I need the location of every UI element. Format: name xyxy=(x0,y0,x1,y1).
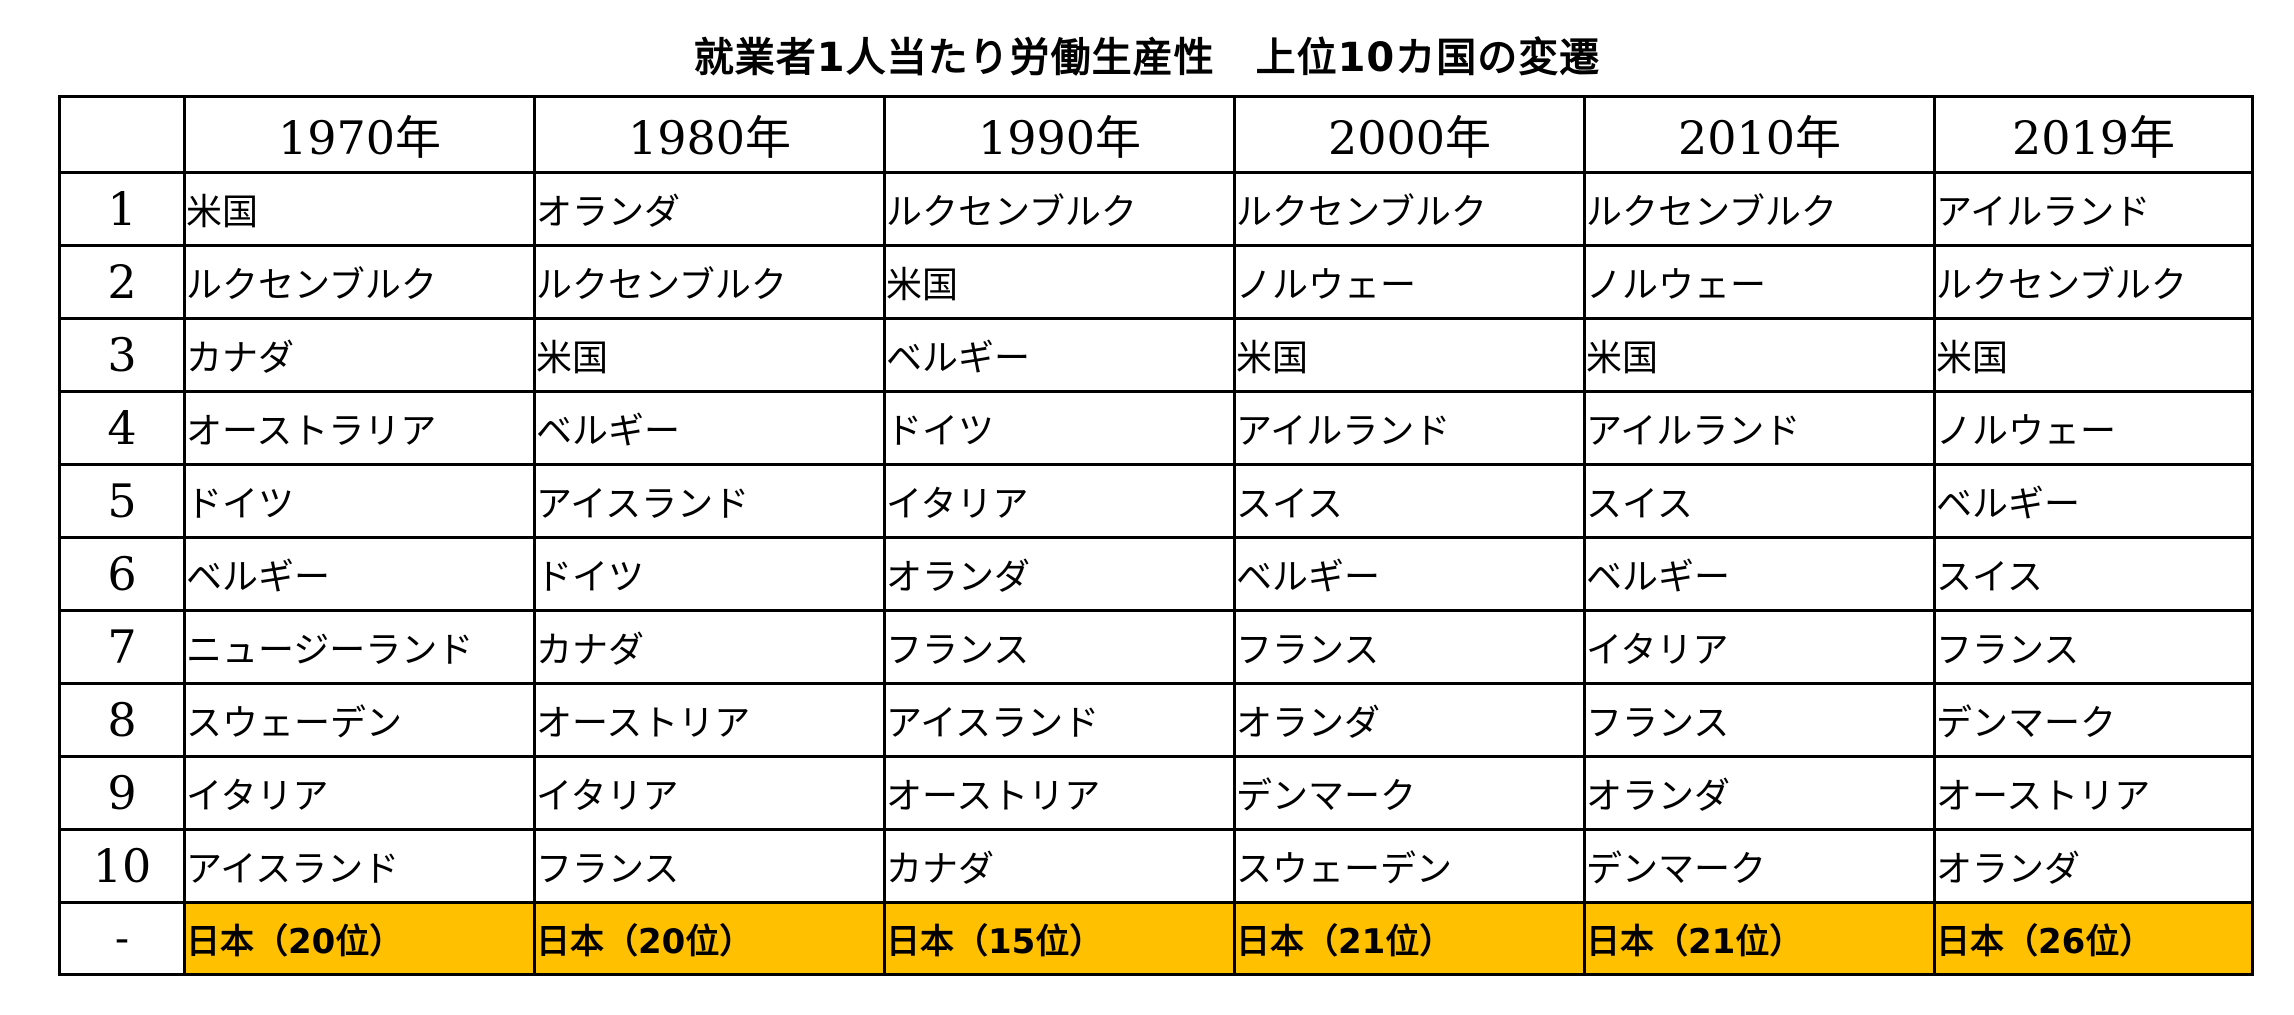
country-cell: ベルギー xyxy=(183,536,536,612)
country-cell: スウェーデン xyxy=(183,682,536,758)
country-cell: ルクセンブルク xyxy=(1933,244,2254,320)
country-cell: オランダ xyxy=(533,171,886,247)
japan-rank-cell: 日本（21位） xyxy=(1583,901,1936,976)
country-cell: アイスランド xyxy=(183,828,536,904)
country-cell: イタリア xyxy=(533,755,886,831)
rank-cell: 3 xyxy=(58,317,186,393)
country-cell: ノルウェー xyxy=(1933,390,2254,466)
country-cell: フランス xyxy=(1933,609,2254,685)
rank-cell: 7 xyxy=(58,609,186,685)
table-row: 8 スウェーデン オーストリア アイスランド オランダ フランス デンマーク xyxy=(58,682,2254,758)
country-cell: オランダ xyxy=(883,536,1236,612)
table-row: 4 オーストラリア ベルギー ドイツ アイルランド アイルランド ノルウェー xyxy=(58,390,2254,466)
rank-cell: 9 xyxy=(58,755,186,831)
rank-cell: 8 xyxy=(58,682,186,758)
country-cell: 米国 xyxy=(533,317,886,393)
table-row: 9 イタリア イタリア オーストリア デンマーク オランダ オーストリア xyxy=(58,755,2254,831)
rank-cell: 4 xyxy=(58,390,186,466)
rank-cell: 6 xyxy=(58,536,186,612)
country-cell: スイス xyxy=(1583,463,1936,539)
rank-cell: 2 xyxy=(58,244,186,320)
country-cell: オーストリア xyxy=(883,755,1236,831)
table-row: 6 ベルギー ドイツ オランダ ベルギー ベルギー スイス xyxy=(58,536,2254,612)
japan-rank-cell: 日本（21位） xyxy=(1233,901,1586,976)
country-cell: ノルウェー xyxy=(1233,244,1586,320)
country-cell: カナダ xyxy=(883,828,1236,904)
country-cell: ベルギー xyxy=(533,390,886,466)
country-cell: スイス xyxy=(1233,463,1586,539)
country-cell: ノルウェー xyxy=(1583,244,1936,320)
country-cell: デンマーク xyxy=(1583,828,1936,904)
country-cell: スウェーデン xyxy=(1233,828,1586,904)
country-cell: デンマーク xyxy=(1233,755,1586,831)
country-cell: オーストリア xyxy=(533,682,886,758)
country-cell: ベルギー xyxy=(883,317,1236,393)
country-cell: イタリア xyxy=(183,755,536,831)
country-cell: フランス xyxy=(533,828,886,904)
country-cell: アイルランド xyxy=(1583,390,1936,466)
country-cell: ルクセンブルク xyxy=(1233,171,1586,247)
country-cell: ルクセンブルク xyxy=(883,171,1236,247)
country-cell: ドイツ xyxy=(883,390,1236,466)
japan-rank-cell: 日本（20位） xyxy=(183,901,536,976)
year-header: 2000年 xyxy=(1233,95,1586,174)
country-cell: ルクセンブルク xyxy=(183,244,536,320)
country-cell: アイルランド xyxy=(1233,390,1586,466)
country-cell: オランダ xyxy=(1583,755,1936,831)
country-cell: スイス xyxy=(1933,536,2254,612)
japan-rank-cell: 日本（26位） xyxy=(1933,901,2254,976)
rank-cell: 5 xyxy=(58,463,186,539)
rank-cell: - xyxy=(58,901,186,976)
year-header: 1990年 xyxy=(883,95,1236,174)
header-row: 1970年 1980年 1990年 2000年 2010年 2019年 xyxy=(58,95,2254,174)
country-cell: ドイツ xyxy=(183,463,536,539)
country-cell: アイルランド xyxy=(1933,171,2254,247)
country-cell: イタリア xyxy=(1583,609,1936,685)
japan-rank-cell: 日本（15位） xyxy=(883,901,1236,976)
table-row: 5 ドイツ アイスランド イタリア スイス スイス ベルギー xyxy=(58,463,2254,539)
ranking-table: 1970年 1980年 1990年 2000年 2010年 2019年 1 米国… xyxy=(58,95,2254,976)
country-cell: カナダ xyxy=(533,609,886,685)
year-header: 1970年 xyxy=(183,95,536,174)
country-cell: ドイツ xyxy=(533,536,886,612)
country-cell: カナダ xyxy=(183,317,536,393)
country-cell: 米国 xyxy=(1933,317,2254,393)
year-header: 2019年 xyxy=(1933,95,2254,174)
country-cell: 米国 xyxy=(883,244,1236,320)
table-title: 就業者1人当たり労働生産性 上位10カ国の変遷 xyxy=(693,35,1601,81)
country-cell: 米国 xyxy=(1233,317,1586,393)
country-cell: フランス xyxy=(1583,682,1936,758)
year-header: 1980年 xyxy=(533,95,886,174)
corner-cell xyxy=(58,95,186,174)
table-row: 1 米国 オランダ ルクセンブルク ルクセンブルク ルクセンブルク アイルランド xyxy=(58,171,2254,247)
country-cell: ベルギー xyxy=(1933,463,2254,539)
japan-row: - 日本（20位） 日本（20位） 日本（15位） 日本（21位） 日本（21位… xyxy=(58,901,2254,976)
table-row: 7 ニュージーランド カナダ フランス フランス イタリア フランス xyxy=(58,609,2254,685)
country-cell: デンマーク xyxy=(1933,682,2254,758)
country-cell: 米国 xyxy=(183,171,536,247)
rank-cell: 1 xyxy=(58,171,186,247)
country-cell: ルクセンブルク xyxy=(533,244,886,320)
table-row: 3 カナダ 米国 ベルギー 米国 米国 米国 xyxy=(58,317,2254,393)
country-cell: アイスランド xyxy=(883,682,1236,758)
country-cell: ベルギー xyxy=(1233,536,1586,612)
country-cell: フランス xyxy=(883,609,1236,685)
country-cell: アイスランド xyxy=(533,463,886,539)
country-cell: オーストラリア xyxy=(183,390,536,466)
country-cell: ルクセンブルク xyxy=(1583,171,1936,247)
table-row: 2 ルクセンブルク ルクセンブルク 米国 ノルウェー ノルウェー ルクセンブルク xyxy=(58,244,2254,320)
country-cell: フランス xyxy=(1233,609,1586,685)
country-cell: イタリア xyxy=(883,463,1236,539)
japan-rank-cell: 日本（20位） xyxy=(533,901,886,976)
table-row: 10 アイスランド フランス カナダ スウェーデン デンマーク オランダ xyxy=(58,828,2254,904)
year-header: 2010年 xyxy=(1583,95,1936,174)
country-cell: ニュージーランド xyxy=(183,609,536,685)
country-cell: ベルギー xyxy=(1583,536,1936,612)
country-cell: オランダ xyxy=(1933,828,2254,904)
country-cell: オランダ xyxy=(1233,682,1586,758)
country-cell: オーストリア xyxy=(1933,755,2254,831)
country-cell: 米国 xyxy=(1583,317,1936,393)
rank-cell: 10 xyxy=(58,828,186,904)
